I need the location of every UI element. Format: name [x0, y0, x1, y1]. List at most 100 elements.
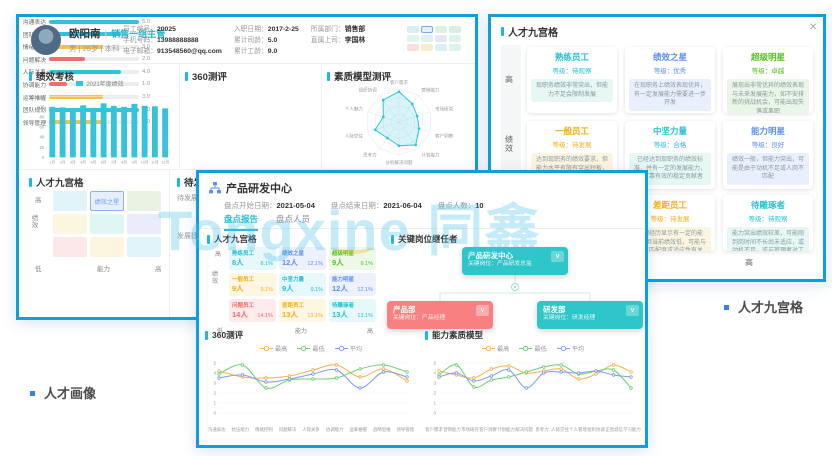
mini-grid-cell — [435, 35, 447, 42]
chart-quality-model: 能力素质模型 最高 最低 平均 0 1 2 3 4 5 客户需求 营销能力 市场研究 客户洞察 计划能力 解决… — [425, 329, 641, 433]
card-grade: 等级：卓越 — [751, 68, 785, 75]
eval360-row: 运筹帷幄 3.0 — [19, 93, 155, 102]
x-label: 组织协调 — [587, 427, 605, 432]
review-report-window: 产品研发中心 盘点开始日期：2021-05-04 盘点结束日期：2021-06-0… — [196, 170, 648, 448]
review-center-title: 产品研发中心 — [226, 183, 292, 195]
mini-grid-cell — [407, 35, 419, 42]
expand-caret-icon[interactable]: ∨ — [626, 305, 639, 316]
employee-name-row: 欧阳南 | 销售一组主管 — [69, 28, 166, 40]
svg-text:20: 20 — [39, 145, 44, 150]
review-title-row: 产品研发中心 — [209, 180, 292, 196]
legend-label: 最高 — [274, 346, 288, 353]
eval360-fill — [49, 69, 121, 74]
legend-label: 最低 — [534, 346, 547, 353]
svg-text:1: 1 — [213, 401, 216, 406]
svg-text:市场研究: 市场研究 — [435, 105, 453, 112]
x-label: 抗压能力 — [231, 427, 250, 432]
card-description: 展现出非常优异的绩效表现与未来发展能力，如不安排新的挑战机会，可能出现失落或离职 — [727, 79, 809, 113]
expand-caret-icon[interactable]: ∨ — [551, 251, 564, 262]
review-grid-cell[interactable]: 中坚力量 9人 9.1% — [279, 273, 326, 296]
org-node-rd-dept: 研发部 关键岗位：研发经理 ∨ — [537, 301, 643, 329]
card-grade: 等级：待发展 — [650, 216, 690, 223]
svg-text:4月: 4月 — [80, 160, 86, 165]
review-grid-cell[interactable]: 能力明星 12人 12.1% — [329, 273, 376, 296]
axis-label-performance: 绩效 — [211, 272, 218, 285]
employee-info-field: 累计司龄：5.0 — [234, 35, 299, 46]
field-label: 电子邮箱： — [123, 48, 157, 55]
cell-stats: 9人 9.1% — [282, 283, 323, 294]
review-meta-field: 盘点结束日期：2021-06-04 — [331, 200, 422, 211]
card-grade: 等级：待观察 — [552, 68, 592, 75]
mini-grid-cell — [449, 26, 461, 33]
card-grade: 等级：良好 — [751, 142, 785, 149]
employee-info-column: 入职日期：2017-2-25 累计司龄：5.0 累计工龄：9.0 — [234, 24, 299, 57]
field-value: 5.0 — [267, 37, 278, 44]
eval360-value: 2.0 — [142, 56, 151, 63]
axis-label-ability: 能力 — [97, 266, 110, 273]
employee-info-column: 所属部门：销售部 直属上司：李国林 — [311, 24, 365, 57]
cell-title: 一般员工 — [232, 277, 255, 283]
field-value: 销售部 — [344, 26, 366, 33]
cell-count: 9人 — [332, 258, 344, 267]
eval360-label: 协调能力 — [22, 82, 46, 89]
review-grid-cell[interactable]: 差距员工 13人 13.1% — [279, 299, 326, 322]
title-bar-icon — [29, 177, 32, 187]
mini-grid-cell — [421, 44, 433, 51]
section-title-nine-grid: 人才九宫格 — [29, 175, 84, 189]
expand-caret-icon[interactable]: ∨ — [476, 305, 489, 316]
grid-cell — [53, 214, 87, 234]
axis-label-high: 高 — [745, 258, 753, 267]
title-bar-icon — [501, 27, 504, 36]
legend-item: 平均 — [556, 344, 584, 353]
close-icon[interactable]: ✕ — [809, 22, 818, 33]
eval360-fill — [49, 82, 67, 87]
chart-x-labels: 客户需求 营销能力 市场研究 客户洞察 计划能力 解决问题 思考力 人际交往 个人管理 组织协调正… — [425, 427, 641, 433]
card-description: 现职务绩效非常突出，但能力不足会限制发展 — [531, 79, 613, 103]
tab-report[interactable]: 盘点报告 — [224, 213, 259, 231]
mini-grid-cell — [407, 44, 419, 51]
field-value: 李国林 — [344, 37, 366, 44]
nine-grid-card: 绩效之星 等级：优秀 在现职务上绩效表现优异，有一定发展能力需要进一步开发 — [625, 47, 715, 113]
legend-swatch — [76, 81, 84, 86]
cell-stats: 12人 12.1% — [282, 257, 323, 268]
cell-stats: 9人 9.1% — [232, 283, 273, 294]
cell-percent: 12.1% — [307, 261, 323, 267]
mini-grid-row — [407, 44, 461, 51]
x-label: 协调能力 — [325, 427, 344, 432]
cell-stats: 13人 13.1% — [282, 309, 323, 320]
employee-info-field: 累计工龄：9.0 — [234, 46, 299, 57]
review-grid-cell[interactable]: 问题员工 14人 14.1% — [229, 299, 276, 322]
svg-text:6月: 6月 — [101, 160, 107, 165]
svg-text:思考力: 思考力 — [363, 152, 377, 159]
section-title-center-grid: 人才九宫格 — [207, 233, 257, 245]
title-bar-icon — [391, 234, 394, 244]
grid-cell: 绩效之星 — [90, 191, 124, 211]
eval360-value: 4.0 — [142, 31, 151, 38]
review-grid-cell[interactable]: 超级明星 9人 9.1% — [329, 247, 376, 270]
review-grid-cell[interactable]: 一般员工 9人 9.1% — [229, 273, 276, 296]
review-meta-field: 盘点开始日期：2021-05-04 — [224, 200, 315, 211]
review-grid-cell[interactable]: 待雕琢者 13人 13.1% — [329, 299, 376, 322]
tab-people[interactable]: 盘点人员 — [276, 214, 311, 224]
review-grid-cell[interactable]: 熟练员工 8人 8.1% — [229, 247, 276, 270]
grid-cell — [90, 237, 124, 257]
field-label: 盘点开始日期： — [224, 201, 277, 210]
svg-text:10月: 10月 — [141, 160, 149, 165]
nine-grid-card: 待雕琢者等级：待观察能力突出绩效较差，可能刚到岗时间不长尚未适应，或动机不足，或… — [723, 195, 813, 251]
cell-title: 能力明星 — [332, 277, 355, 283]
cell-title: 问题员工 — [232, 303, 255, 309]
mini-grid-cell — [435, 44, 447, 51]
caption-talent-portrait: 人才画像 — [30, 383, 96, 402]
eval360-value: 1.0 — [142, 81, 151, 88]
axis-label-high-right: 高 — [155, 266, 162, 273]
eval360-value: 4.0 — [142, 68, 151, 75]
eval360-value: 3.0 — [142, 94, 151, 101]
title-bar-icon — [29, 71, 32, 81]
svg-text:分析解决问题: 分析解决问题 — [386, 159, 413, 166]
grid-cell — [127, 214, 161, 234]
cell-percent: 9.1% — [360, 261, 373, 267]
review-grid-cell[interactable]: 绩效之星 12人 12.1% — [279, 247, 326, 270]
cell-percent: 14.1% — [257, 313, 273, 319]
cell-title: 绩效之星 — [282, 251, 305, 257]
chart-legend: 最高 最低 平均 — [205, 344, 417, 353]
